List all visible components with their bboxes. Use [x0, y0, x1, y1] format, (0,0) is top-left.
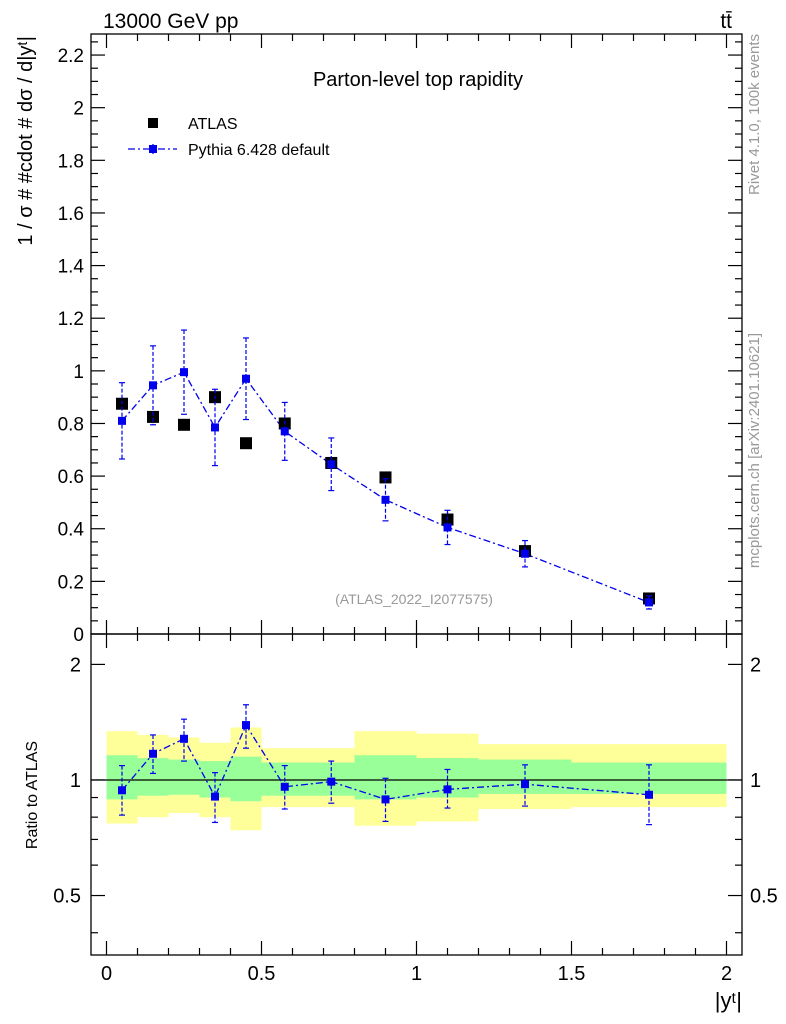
ratio-y-tick-label-left: 1: [70, 770, 81, 792]
ratio-y-axis-label: Ratio to ATLAS: [24, 741, 41, 849]
pythia-point: [149, 381, 157, 390]
legend: ATLAS Pythia 6.428 default: [128, 116, 330, 159]
ratio-point: [521, 780, 529, 789]
ratio-series: [118, 704, 653, 826]
pythia-point: [381, 495, 390, 504]
energy-label: 13000 GeV pp: [103, 10, 238, 33]
main-y-tick-label: 1.4: [58, 257, 85, 278]
x-tick-label: 1.5: [558, 963, 586, 985]
ratio-inner-band: [168, 759, 200, 795]
legend-atlas-label: ATLAS: [188, 116, 238, 133]
ratio-point: [180, 734, 188, 743]
atlas-point: [178, 418, 190, 431]
main-y-tick-label: 1: [73, 362, 84, 383]
ratio-point: [211, 792, 219, 801]
ratio-point: [327, 777, 336, 786]
ratio-point: [242, 721, 250, 730]
ratio-point: [443, 785, 452, 794]
ratio-point: [381, 795, 390, 804]
pythia-point: [118, 416, 126, 425]
pythia-line: [121, 371, 650, 604]
ratio-point: [149, 749, 157, 758]
pythia-point: [242, 374, 250, 383]
x-tick-label: 0: [101, 963, 112, 985]
ticks: 0 0.2 0.4 0.6 0.8 1 1.2 1.4 1.6 1.8 2 2.2 0 0.5 1 1.5 2 0…: [53, 34, 778, 985]
rivet-version-text: Rivet 4.1.0, 100k events: [746, 34, 763, 195]
main-y-tick-label: 0: [73, 625, 84, 646]
chart-title: Parton-level top rapidity: [313, 69, 523, 91]
main-y-tick-label: 2: [73, 99, 84, 120]
main-y-tick-label: 0.6: [58, 467, 84, 488]
main-y-axis-label: 1 / σ # #cdot # dσ / d|yᵗ|: [15, 36, 37, 246]
ratio-point: [280, 782, 289, 791]
main-y-tick-label: 0.2: [58, 572, 84, 593]
ratio-y-tick-label-right: 1: [750, 770, 761, 792]
main-y-tick-label: 1.8: [58, 151, 84, 172]
pythia-point: [645, 598, 653, 607]
x-tick-label: 2: [721, 963, 732, 985]
main-y-tick-label: 0.4: [58, 520, 85, 541]
ratio-inner-band: [230, 756, 262, 802]
x-tick-label: 1: [411, 963, 422, 985]
x-tick-label: 0.5: [248, 963, 276, 985]
legend-atlas-marker: [148, 118, 158, 128]
legend-pythia-label: Pythia 6.428 default: [188, 142, 330, 159]
analysis-watermark: (ATLAS_2022_I2077575): [335, 591, 493, 607]
ratio-y-tick-label-left: 0.5: [53, 886, 81, 908]
main-y-tick-label: 2.2: [58, 46, 84, 67]
atlas-point: [240, 437, 252, 450]
ratio-point: [645, 790, 653, 799]
main-y-tick-label: 1.6: [58, 204, 84, 225]
ratio-y-tick-label-left: 2: [70, 654, 81, 676]
x-axis-label: |yᵗ|: [715, 988, 742, 1013]
ratio-pythia-line: [121, 723, 650, 801]
pythia-point: [280, 427, 289, 436]
atlas-point: [147, 410, 159, 423]
pythia-point: [521, 549, 529, 558]
pythia-point: [211, 423, 219, 432]
main-y-tick-label: 1.2: [58, 309, 84, 330]
process-label: tt̄: [720, 10, 732, 33]
pythia-point: [443, 523, 452, 532]
ratio-inner-band: [137, 758, 169, 796]
ratio-bands: [106, 727, 727, 831]
ratio-y-tick-label-right: 0.5: [750, 886, 778, 908]
ratio-y-tick-label-right: 2: [750, 654, 761, 676]
atlas-point: [379, 471, 392, 484]
legend-pythia-marker: [149, 145, 157, 153]
ratio-inner-band: [261, 762, 355, 796]
mcplots-reference-text: mcplots.cern.ch [arXiv:2401.10621]: [746, 333, 763, 568]
main-y-tick-label: 0.8: [58, 414, 84, 435]
pythia-point: [327, 460, 336, 469]
top-series: [116, 329, 655, 610]
ratio-point: [118, 786, 126, 795]
pythia-point: [180, 368, 188, 377]
